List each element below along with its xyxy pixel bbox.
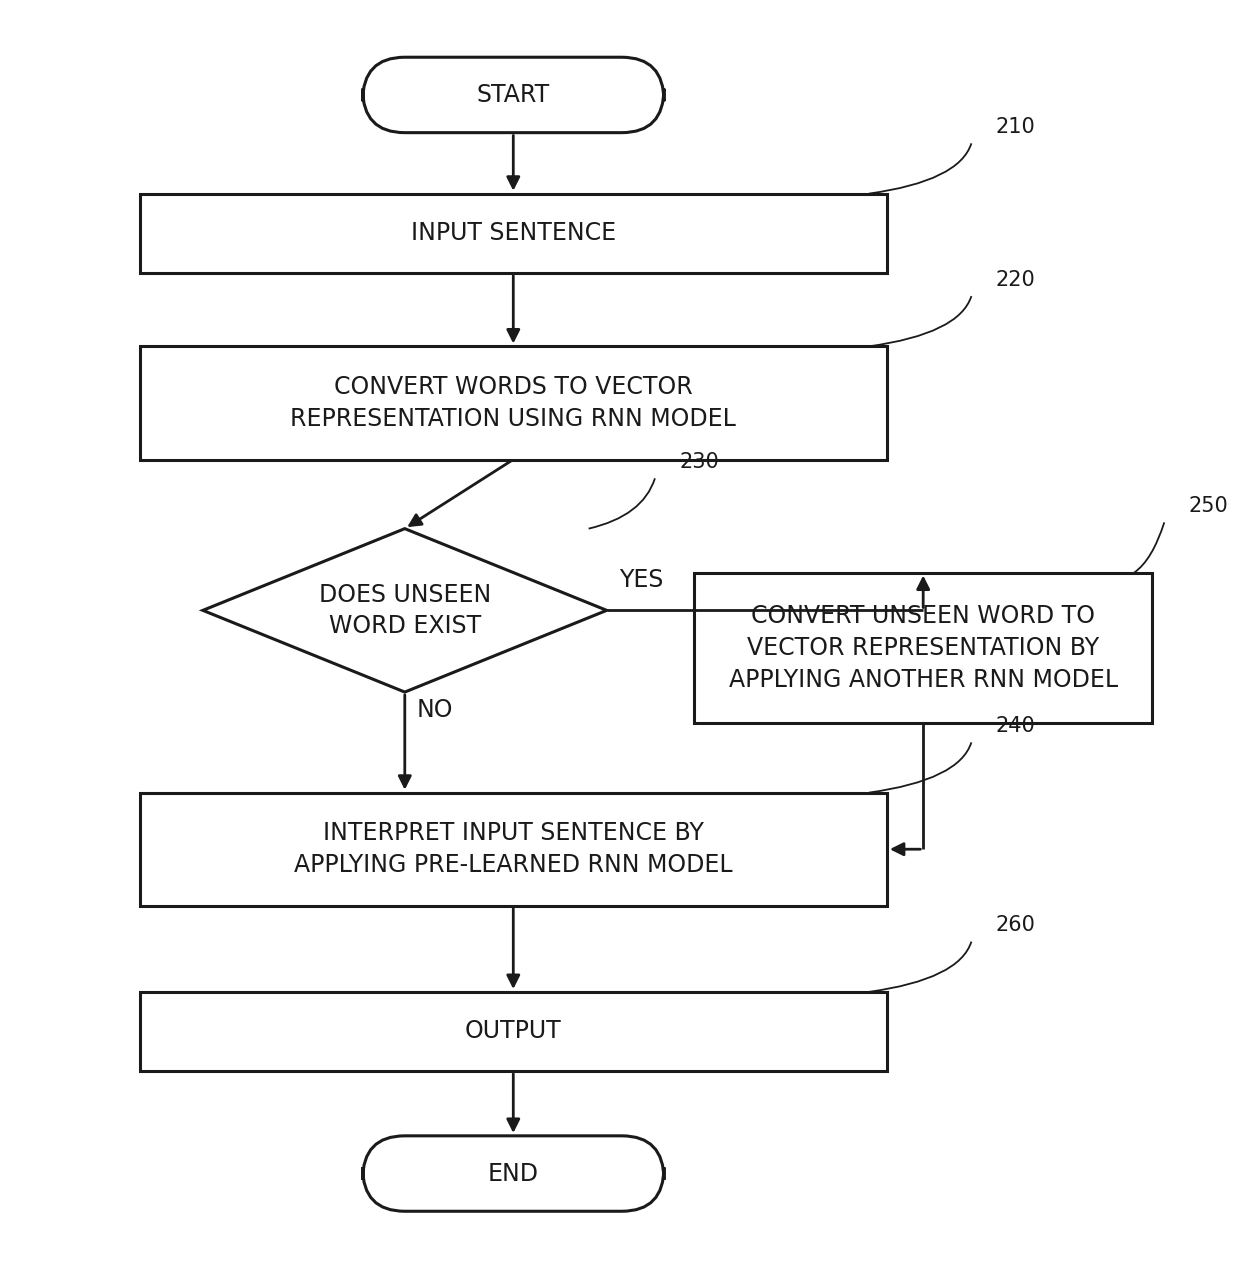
Text: END: END	[487, 1162, 539, 1186]
Text: INPUT SENTENCE: INPUT SENTENCE	[410, 221, 616, 245]
Text: START: START	[476, 83, 549, 107]
Text: 230: 230	[680, 452, 719, 472]
Bar	[140, 347, 887, 460]
Text: OUTPUT: OUTPUT	[465, 1019, 562, 1043]
Bar	[140, 793, 887, 906]
Text: 260: 260	[996, 915, 1035, 935]
Text: INTERPRET INPUT SENTENCE BY
APPLYING PRE-LEARNED RNN MODEL: INTERPRET INPUT SENTENCE BY APPLYING PRE…	[294, 821, 733, 877]
Text: 240: 240	[996, 716, 1035, 736]
FancyBboxPatch shape	[362, 1136, 663, 1211]
Text: NO: NO	[417, 698, 454, 722]
Bar	[140, 991, 887, 1071]
Text: CONVERT WORDS TO VECTOR
REPRESENTATION USING RNN MODEL: CONVERT WORDS TO VECTOR REPRESENTATION U…	[290, 375, 737, 431]
Text: 250: 250	[1188, 496, 1228, 516]
Bar	[140, 193, 887, 273]
Text: YES: YES	[619, 567, 663, 591]
FancyBboxPatch shape	[362, 57, 663, 132]
Text: CONVERT UNSEEN WORD TO
VECTOR REPRESENTATION BY
APPLYING ANOTHER RNN MODEL: CONVERT UNSEEN WORD TO VECTOR REPRESENTA…	[729, 605, 1117, 691]
Polygon shape	[203, 529, 606, 693]
Text: DOES UNSEEN
WORD EXIST: DOES UNSEEN WORD EXIST	[319, 582, 491, 638]
Text: 210: 210	[996, 117, 1035, 137]
Text: 220: 220	[996, 269, 1035, 290]
Bar	[694, 573, 1152, 723]
